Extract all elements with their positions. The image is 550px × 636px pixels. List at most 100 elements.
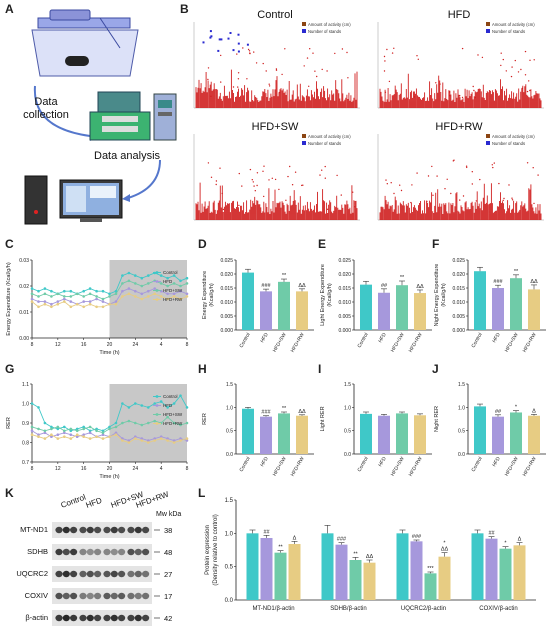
x-tick-label: Control [238, 332, 251, 349]
stand-mark [246, 43, 249, 46]
x-tick-label: 20 [107, 466, 113, 472]
y-tick-label: 1.0 [226, 405, 233, 411]
activity-dot [492, 166, 494, 169]
data-point [95, 427, 98, 431]
data-point [140, 439, 144, 442]
legend-label: HFD [163, 279, 173, 284]
panel-letter-e: E [318, 237, 327, 251]
data-point [185, 295, 189, 298]
activity-dot [275, 68, 278, 70]
data-point [159, 282, 163, 285]
bar-hfd [378, 292, 390, 330]
significance-mark: ΔΔ [366, 554, 374, 560]
data-point [30, 300, 34, 303]
mw-header: Mw kDa [156, 511, 181, 518]
legend-label: HFD+SW [163, 412, 183, 417]
blot-band [127, 592, 135, 600]
y-axis-label: Protein expression [205, 525, 211, 575]
x-tick-label: HFD+SW [390, 456, 406, 478]
data-point [185, 421, 189, 425]
data-point [147, 295, 150, 298]
x-category-label: SDHB/β-actin [330, 606, 366, 612]
activity-dot [220, 81, 222, 83]
data-point [121, 289, 124, 293]
stand-mark [209, 30, 212, 33]
x-tick-label: 8 [31, 466, 34, 472]
blot-band [62, 526, 70, 534]
stand-mark [210, 35, 213, 38]
data-point [88, 302, 92, 306]
y-tick-label: 1.5 [458, 382, 465, 388]
activity-dot [471, 171, 473, 173]
data-point [69, 427, 73, 431]
activity-dot [236, 53, 238, 55]
y-tick-label: 0.010 [220, 300, 233, 306]
significance-mark: * [504, 541, 507, 547]
y-tick-label: 0.0 [458, 452, 465, 458]
activity-dot [537, 174, 539, 176]
stand-mark [232, 49, 235, 52]
mw-value: 48 [164, 548, 172, 557]
activity-dot [533, 59, 535, 61]
activity-dot [453, 159, 455, 161]
activity-dot [393, 192, 395, 195]
data-point [147, 406, 150, 409]
data-point [140, 423, 144, 427]
data-point [37, 427, 40, 431]
y-tick-label: 0.5 [344, 429, 351, 435]
data-point [37, 406, 40, 409]
data-point [69, 429, 73, 433]
x-tick-label: 8 [186, 342, 189, 348]
data-point [153, 419, 156, 423]
data-point [88, 429, 92, 433]
significance-mark: ** [282, 273, 287, 279]
data-point [134, 282, 137, 285]
x-tick-label: 8 [31, 342, 34, 348]
x-axis-label: Time (h) [99, 474, 119, 480]
data-point [101, 431, 105, 435]
significance-mark: ** [353, 551, 358, 557]
data-point [159, 295, 163, 298]
activity-dot [268, 83, 270, 85]
activity-dot [481, 56, 484, 59]
data-point [114, 433, 118, 436]
significance-mark: ΔΔ [530, 279, 538, 285]
y-tick-label: 1.1 [22, 382, 29, 388]
blot-band [110, 614, 118, 622]
x-tick-label: Control [356, 456, 369, 473]
activity-dot [302, 184, 304, 186]
activity-dot [384, 91, 387, 94]
bar-hfd-sw [278, 413, 290, 454]
activity-plot-hfd-rw: HFD+RW Amount of activity (cm) Number of s… [377, 121, 544, 221]
significance-mark: ## [263, 529, 270, 535]
data-point [121, 295, 124, 298]
blot-band [142, 570, 150, 578]
activity-dot [287, 175, 289, 178]
data-point [56, 427, 60, 431]
activity-dot [508, 184, 510, 186]
data-point [159, 274, 163, 277]
activity-dot [414, 96, 416, 98]
data-point [108, 302, 111, 306]
legend-marker [155, 298, 159, 301]
data-point [172, 439, 176, 442]
data-point [153, 437, 156, 440]
data-point [88, 437, 92, 440]
y-axis-label: Night RER [434, 406, 440, 432]
activity-dot [255, 62, 258, 64]
blot-band [118, 592, 126, 600]
y-axis-label: RER [202, 413, 208, 425]
data-point [121, 282, 124, 285]
data-point [121, 402, 124, 405]
activity-dot [505, 70, 507, 72]
data-point [121, 421, 124, 425]
blot-band [134, 614, 142, 622]
x-tick-label: 12 [55, 466, 61, 472]
bar-hfd [260, 291, 272, 330]
bar-hfd [485, 538, 498, 600]
data-point [75, 302, 79, 306]
blot-band [103, 570, 111, 578]
blot-band [86, 592, 94, 600]
data-point [185, 282, 189, 285]
